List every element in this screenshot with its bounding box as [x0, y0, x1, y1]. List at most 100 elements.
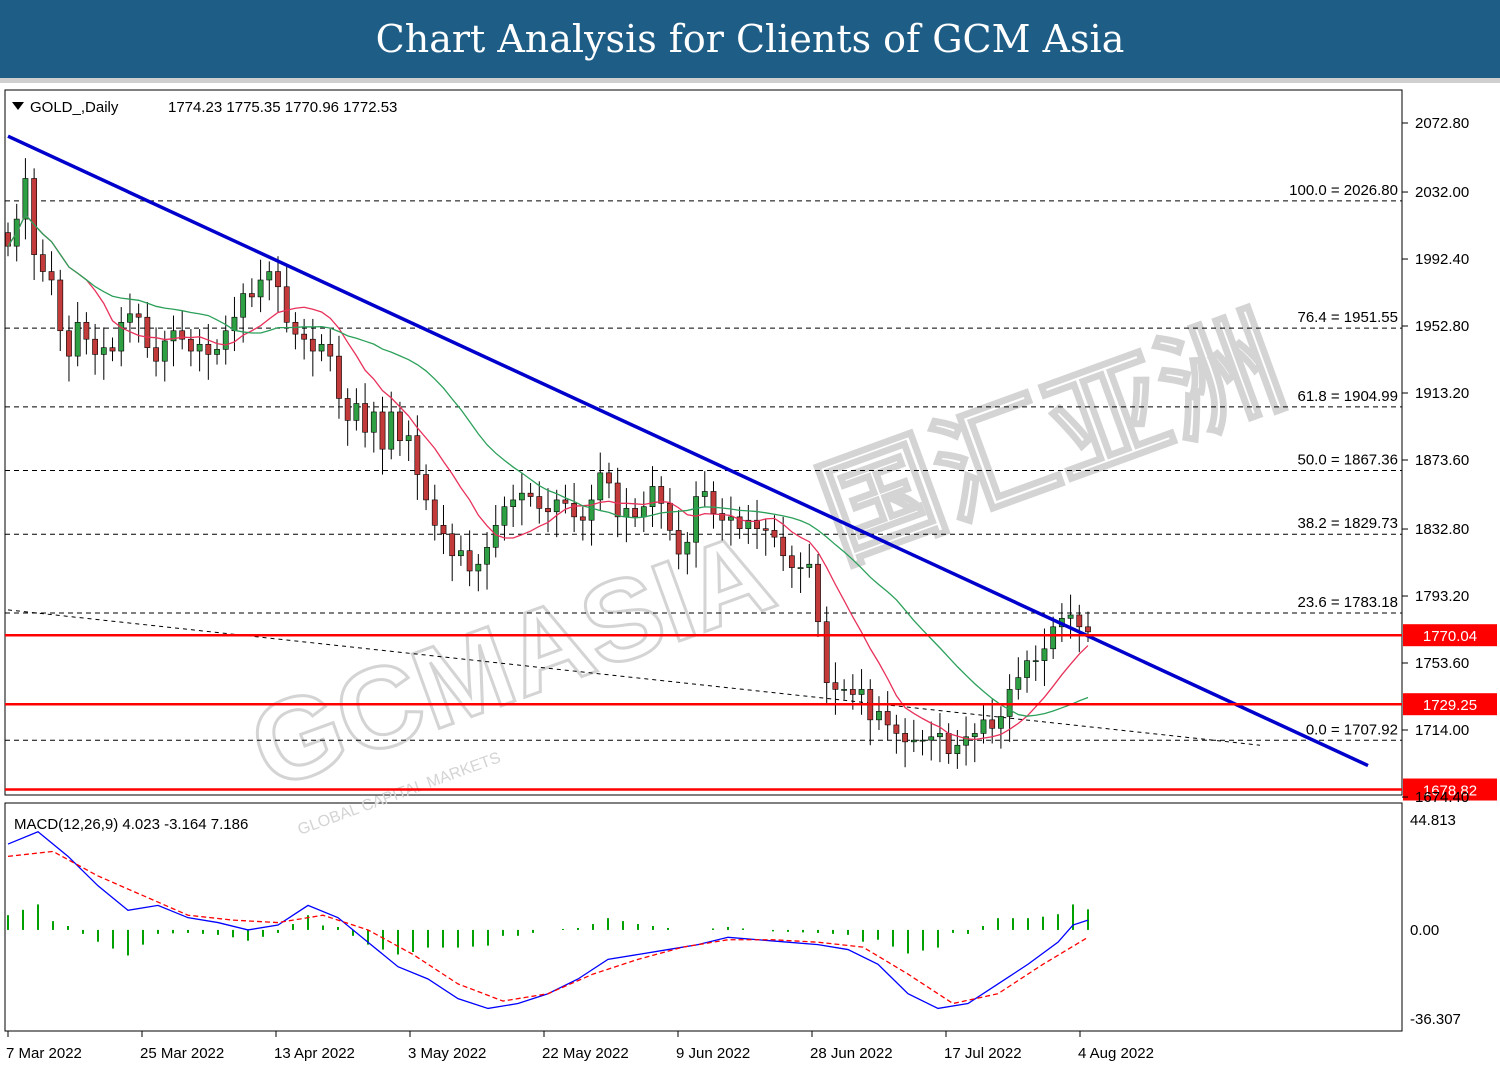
candle-body — [370, 411, 377, 433]
watermark-logo-text: GCMASIA — [235, 507, 789, 813]
candle-body — [161, 340, 168, 362]
macd-main-line — [7, 831, 1089, 1010]
macd-tick-label: 44.813 — [1410, 812, 1456, 829]
candle-body — [614, 482, 621, 518]
candle-body — [475, 563, 482, 572]
candle-body — [135, 313, 142, 318]
candle-body — [31, 178, 38, 255]
price-tick-label: 1873.60 — [1415, 452, 1469, 469]
chart-symbol-label: GOLD_,Daily — [30, 99, 119, 116]
candle-body — [910, 739, 917, 743]
candle-body — [545, 508, 551, 513]
candle-body — [989, 719, 996, 729]
candle-body — [945, 733, 952, 754]
fast-moving-average-line — [7, 213, 1089, 741]
main-panel — [4, 89, 1403, 796]
price-tick-label: 2032.00 — [1415, 184, 1469, 201]
candle-body — [327, 343, 334, 357]
candle-body — [423, 474, 429, 501]
candle-body — [806, 563, 813, 568]
candle-body — [597, 472, 604, 501]
candle-body — [963, 736, 969, 746]
trendline-group — [7, 134, 1369, 768]
candle-body — [83, 321, 90, 340]
candle-body — [100, 347, 107, 355]
candle-body — [431, 499, 438, 526]
candle-body — [858, 689, 865, 695]
candle-body — [205, 343, 212, 355]
candle-body — [1041, 648, 1048, 661]
candle-body — [66, 330, 72, 357]
date-tick-label: 13 Apr 2022 — [274, 1045, 355, 1062]
candle-body — [606, 472, 612, 484]
candle-body — [640, 506, 647, 518]
fib-level-label: 100.0 = 2026.80 — [1289, 182, 1398, 199]
caret-down-icon[interactable] — [12, 102, 24, 110]
candle-body — [127, 313, 133, 323]
candle-body — [510, 499, 517, 507]
price-tick-label: 1674.40 — [1415, 789, 1469, 806]
candle-body — [928, 736, 935, 741]
moving-averages — [7, 213, 1089, 741]
candlesticks — [5, 158, 1091, 769]
candle-body — [397, 411, 403, 442]
candle-body — [353, 403, 360, 421]
macd-panel — [4, 802, 1403, 1032]
candle-body — [57, 279, 64, 332]
candle-body — [684, 541, 691, 555]
candle-body — [449, 533, 456, 557]
level-price-tag — [1403, 778, 1497, 801]
candle-body — [379, 411, 386, 450]
candle-body — [719, 513, 726, 521]
candle-body — [501, 506, 508, 526]
candle-body — [144, 316, 151, 348]
candle-body — [754, 519, 760, 529]
candle-body — [74, 321, 81, 357]
candle-body — [1006, 689, 1013, 717]
candle-body — [701, 491, 708, 497]
macd-label: MACD(12,26,9) 4.023 -3.164 7.186 — [14, 816, 248, 833]
candle-body — [275, 271, 281, 288]
date-tick-label: 3 May 2022 — [408, 1045, 486, 1062]
candle-body — [762, 528, 769, 531]
price-tick-label: 1913.20 — [1415, 385, 1469, 402]
candle-body — [553, 499, 560, 513]
candle-body — [649, 486, 656, 507]
candle-body — [248, 293, 255, 298]
candle-body — [771, 530, 778, 538]
fib-level-label: 23.6 = 1783.18 — [1297, 594, 1398, 611]
candle-body — [1050, 626, 1057, 650]
level-price-label: 1770.04 — [1423, 628, 1477, 645]
candle-body — [1032, 660, 1039, 662]
candle-body — [971, 733, 978, 738]
candle-body — [736, 516, 743, 529]
fib-level-label: 76.4 = 1951.55 — [1297, 309, 1398, 326]
candle-body — [745, 519, 752, 529]
date-tick-label: 28 Jun 2022 — [810, 1045, 893, 1062]
candle-body — [788, 555, 795, 568]
candle-body — [222, 330, 229, 350]
date-tick-label: 17 Jul 2022 — [944, 1045, 1022, 1062]
candle-body — [405, 435, 412, 442]
candle-body — [693, 496, 699, 543]
macd-signal-line — [7, 850, 1089, 1005]
candle-body — [780, 536, 787, 557]
header-banner: Chart Analysis for Clients of GCM Asia — [0, 0, 1500, 78]
candle-body — [336, 355, 342, 399]
candle-body — [266, 271, 273, 281]
candle-body — [527, 492, 534, 497]
candle-body — [196, 343, 203, 352]
candle-body — [118, 321, 125, 352]
fib-level-label: 61.8 = 1904.99 — [1297, 388, 1398, 405]
candle-body — [937, 733, 943, 738]
date-tick-label: 22 May 2022 — [542, 1045, 629, 1062]
level-price-label: 1729.25 — [1423, 697, 1477, 714]
candle-body — [48, 271, 55, 281]
candle-body — [466, 550, 473, 572]
candle-body — [579, 516, 586, 521]
macd-indicator: 44.813 0.00 -36.307 — [7, 812, 1461, 1028]
slow-moving-average-line — [7, 213, 1089, 717]
date-tick-label: 4 Aug 2022 — [1078, 1045, 1154, 1062]
candle-body — [22, 178, 29, 220]
